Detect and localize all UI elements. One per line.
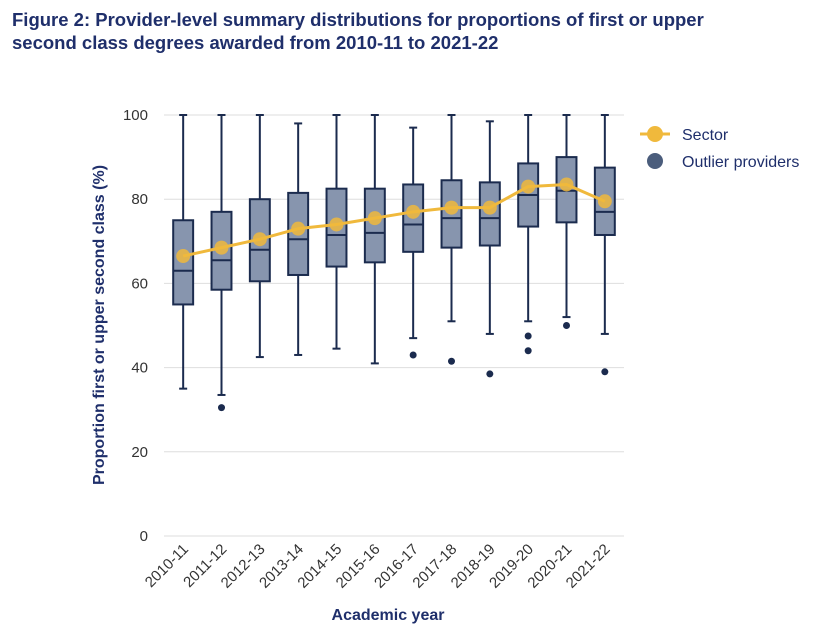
sector-point	[176, 249, 191, 264]
box-2021-22	[593, 114, 616, 376]
outlier-point	[486, 370, 494, 378]
sector-point	[521, 179, 536, 194]
y-axis-label: Proportion first or upper second class (…	[91, 165, 108, 485]
sector-point	[291, 221, 306, 236]
box-iqr	[363, 187, 386, 264]
outlier-point	[524, 332, 532, 340]
x-axis-ticks: 2010-112011-122012-132013-142014-152015-…	[142, 541, 614, 592]
figure-title-line-1: Figure 2: Provider-level summary distrib…	[12, 9, 704, 30]
y-tick-label: 80	[131, 191, 148, 208]
sector-point	[559, 177, 574, 192]
figure-title-line-2: second class degrees awarded from 2010-1…	[12, 32, 499, 53]
legend-sector-label: Sector	[682, 127, 729, 144]
sector-line	[182, 182, 606, 258]
legend-sector-marker	[647, 126, 663, 142]
sector-point	[214, 240, 229, 255]
y-tick-label: 40	[131, 360, 148, 377]
sector-point	[252, 232, 267, 247]
box-2011-12	[210, 114, 233, 412]
gridlines	[164, 114, 624, 537]
box-2018-19	[478, 120, 501, 378]
y-tick-label: 20	[131, 444, 148, 461]
y-tick-label: 60	[131, 275, 148, 292]
sector-point	[367, 211, 382, 226]
outlier-point	[218, 404, 225, 412]
figure-title: Figure 2: Provider-level summary distrib…	[12, 8, 802, 54]
sector-point	[406, 204, 421, 219]
box-2013-14	[287, 122, 310, 356]
outlier-point	[563, 322, 570, 329]
box-series	[172, 114, 616, 412]
sector-point	[329, 217, 344, 232]
y-axis-ticks: 0 20 40 60 80 100	[123, 107, 148, 545]
outlier-point	[448, 357, 455, 365]
y-tick-label: 100	[123, 107, 148, 124]
legend-outlier-label: Outlier providers	[682, 154, 799, 171]
sector-point	[444, 200, 459, 215]
legend-outlier-marker	[647, 153, 663, 169]
box-2014-15	[325, 114, 348, 350]
sector-point	[482, 200, 497, 215]
box-2016-17	[402, 126, 425, 359]
sector-series	[176, 177, 612, 264]
outlier-point	[409, 351, 417, 359]
box-2020-21	[555, 114, 578, 329]
box-2015-16	[363, 114, 386, 365]
sector-point	[597, 194, 612, 209]
box-2019-20	[517, 114, 540, 355]
box-2017-18	[440, 114, 463, 365]
y-tick-label: 0	[140, 528, 148, 545]
legend: Sector Outlier providers	[640, 126, 799, 171]
outlier-point	[601, 368, 609, 376]
x-axis-label: Academic year	[332, 607, 445, 624]
outlier-point	[524, 347, 532, 355]
